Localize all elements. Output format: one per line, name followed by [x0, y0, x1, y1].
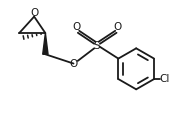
Text: Cl: Cl: [159, 74, 169, 84]
Text: O: O: [114, 22, 122, 32]
Text: O: O: [30, 8, 38, 18]
Text: S: S: [93, 41, 100, 51]
Text: O: O: [72, 22, 81, 32]
Polygon shape: [43, 33, 48, 54]
Text: O: O: [69, 59, 78, 69]
